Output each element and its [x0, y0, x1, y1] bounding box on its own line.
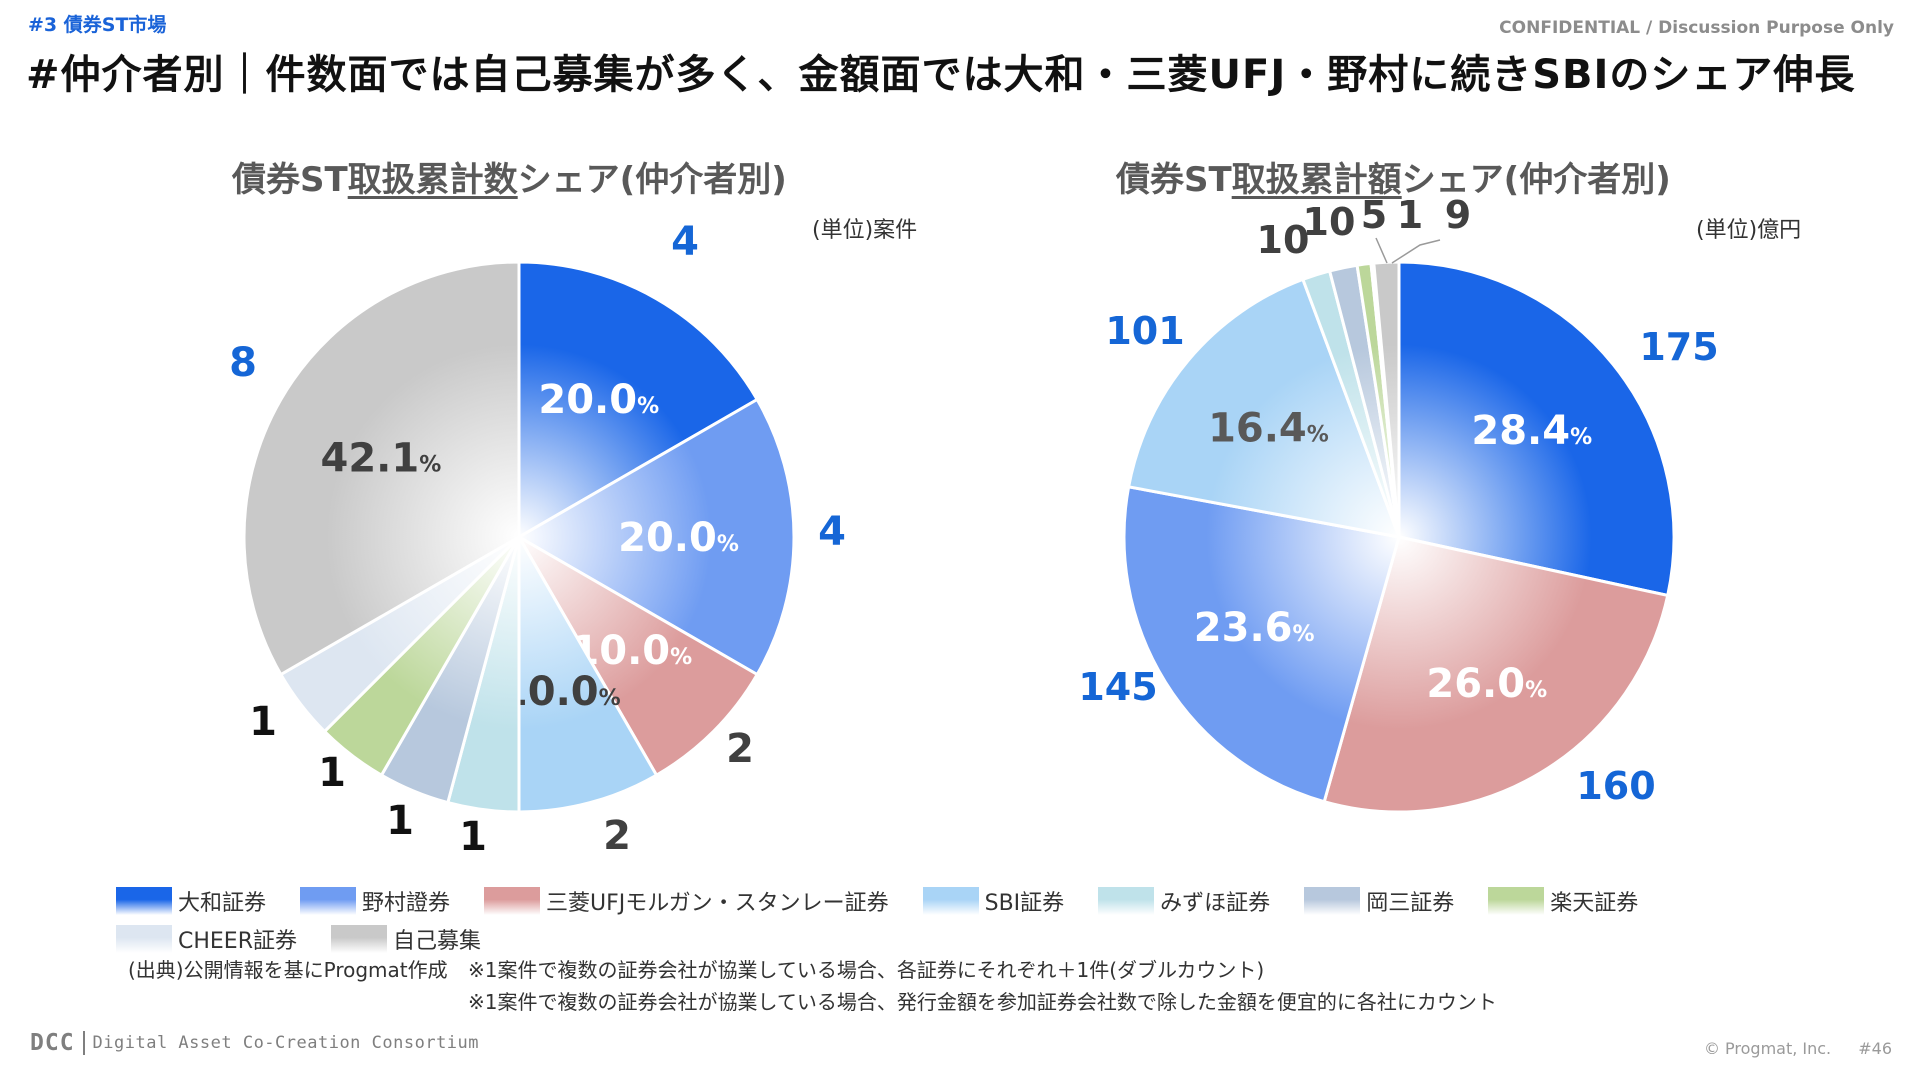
note-amount: ※1案件で複数の証券会社が協業している場合、発行金額を参加証券会社数で除した金額…	[468, 990, 1497, 1014]
legend-item-sbi: SBI証券	[922, 884, 1065, 918]
legend-item-rakuten: 楽天証券	[1488, 884, 1638, 918]
pie1-slice-daiwa	[1397, 260, 1676, 598]
chart-title-count-underlined: 取扱累計数	[347, 160, 518, 200]
pie1-value-self: 9	[1445, 193, 1471, 237]
pie0-value-mizuho: 1	[459, 814, 487, 860]
legend-label-cheer: CHEER証券	[178, 929, 297, 954]
legend-swatch-okasan	[1304, 887, 1361, 915]
pie0-slice-mufg	[514, 532, 760, 778]
legend-swatch-self	[331, 925, 387, 953]
legend-label-mufg: 三菱UFJモルガン・スタンレー証券	[546, 891, 889, 916]
pie0-pct-self: 42.1%	[320, 435, 441, 481]
legend-label-sbi: SBI証券	[984, 891, 1065, 916]
leader-line-self	[1391, 239, 1441, 264]
legend-swatch-rakuten	[1488, 887, 1545, 915]
pie1-slice-nomura	[1122, 485, 1401, 804]
legend-label-rakuten: 楽天証券	[1550, 891, 1639, 916]
pie1-pct-mufg: 26.0%	[1426, 661, 1547, 707]
pie0-value-cheer: 1	[249, 699, 277, 745]
pie1-value-okasan: 10	[1303, 200, 1356, 244]
legend-swatch-nomura	[300, 887, 357, 915]
pie0-value-mufg: 2	[726, 726, 754, 772]
legend-label-self: 自己募集	[393, 929, 482, 954]
legend-label-okasan: 岡三証券	[1366, 891, 1455, 916]
page-number: #46	[1858, 1039, 1892, 1058]
legend-item-mufg: 三菱UFJモルガン・スタンレー証券	[484, 884, 889, 918]
note-count: ※1案件で複数の証券会社が協業している場合、各証券にそれぞれ＋1件(ダブルカウン…	[468, 958, 1265, 982]
legend-label-mizuho: みずほ証券	[1160, 891, 1271, 916]
legend-item-daiwa: 大和証券	[116, 884, 266, 918]
legend-swatch-mizuho	[1098, 887, 1155, 915]
pie0-slice-nomura	[515, 397, 796, 677]
logo-text: Digital Asset Co-Creation Consortium	[92, 1033, 480, 1053]
legend-item-mizuho: みずほ証券	[1098, 884, 1270, 918]
pie0-value-sbi: 2	[603, 813, 631, 859]
section-tag: #3 債券ST市場	[28, 14, 167, 36]
legend-swatch-sbi	[922, 887, 979, 915]
chart-title-amount: 債券ST取扱累計額シェア(仲介者別)	[1116, 152, 1671, 201]
legend: 大和証券 野村證券 三菱UFJモルガン・スタンレー証券 SBI証券 みずほ証券 岡三証券 楽…	[116, 884, 1836, 956]
pie0-value-self: 8	[229, 340, 257, 386]
leader-line-cheer	[1375, 237, 1388, 264]
pie0-slice-sbi	[517, 531, 659, 814]
chart-title-count-post: シェア(仲介者別)	[517, 160, 787, 200]
legend-item-nomura: 野村證券	[300, 884, 450, 918]
pie0-pct-nomura: 20.0%	[618, 515, 739, 561]
pie0-slice-daiwa	[517, 260, 760, 540]
confidential-label: CONFIDENTIAL / Discussion Purpose Only	[1499, 18, 1894, 38]
page-title: #仲介者別｜件数面では自己募集が多く、金額面では大和・三菱UFJ・野村に続きSB…	[26, 52, 1856, 98]
pie1-value-mufg: 160	[1576, 764, 1655, 808]
pie1-slice-mufg	[1322, 535, 1670, 814]
legend-swatch-daiwa	[116, 887, 172, 915]
legend-swatch-cheer	[116, 925, 172, 953]
pie1-slice-sbi	[1126, 277, 1402, 539]
legend-item-cheer: CHEER証券	[116, 922, 297, 956]
pie1-value-rakuten: 5	[1361, 193, 1387, 237]
pie1-value-mizuho: 10	[1257, 218, 1310, 262]
chart-title-amount-pre: 債券ST	[1116, 160, 1232, 200]
pie1-value-sbi: 101	[1105, 309, 1184, 353]
unit-count: (単位)案件	[812, 218, 918, 243]
pie1-pct-daiwa: 28.4%	[1471, 408, 1592, 454]
chart-title-count-pre: 債券ST	[232, 160, 348, 200]
copyright: © Progmat, Inc.	[1703, 1039, 1832, 1058]
legend-item-okasan: 岡三証券	[1304, 884, 1454, 918]
chart-title-amount-post: シェア(仲介者別)	[1401, 160, 1671, 200]
dcc-logo: DCC Digital Asset Co-Creation Consortium	[30, 1030, 479, 1056]
pie0-value-okasan: 1	[386, 798, 414, 844]
pie0-pct-daiwa: 20.0%	[538, 377, 659, 423]
pie0-slice-self	[242, 260, 521, 677]
chart-title-amount-underlined: 取扱累計額	[1231, 160, 1402, 200]
legend-label-daiwa: 大和証券	[178, 891, 267, 916]
unit-amount: (単位)億円	[1696, 218, 1802, 243]
pie1-pct-nomura: 23.6%	[1194, 605, 1315, 651]
chart-title-count: 債券ST取扱累計数シェア(仲介者別)	[232, 152, 787, 201]
pie0-value-daiwa: 4	[671, 219, 699, 265]
pie1-pct-sbi: 16.4%	[1208, 405, 1329, 451]
notes: (出典)公開情報を基にProgmat作成 ※1案件で複数の証券会社が協業している…	[128, 954, 1497, 1018]
pie1-value-cheer: 1	[1397, 193, 1423, 237]
source-note: (出典)公開情報を基にProgmat作成	[128, 958, 448, 982]
pie1-value-daiwa: 175	[1639, 325, 1718, 369]
pie0-value-rakuten: 1	[318, 750, 346, 796]
logo-mark: DCC	[30, 1030, 75, 1056]
pie0-value-nomura: 4	[818, 509, 846, 555]
logo-divider	[82, 1031, 85, 1055]
legend-swatch-mufg	[484, 887, 541, 915]
legend-item-self: 自己募集	[331, 922, 481, 956]
legend-label-nomura: 野村證券	[362, 891, 451, 916]
footer-right: © Progmat, Inc. #46	[1682, 1039, 1892, 1058]
pie1-value-nomura: 145	[1078, 665, 1157, 709]
